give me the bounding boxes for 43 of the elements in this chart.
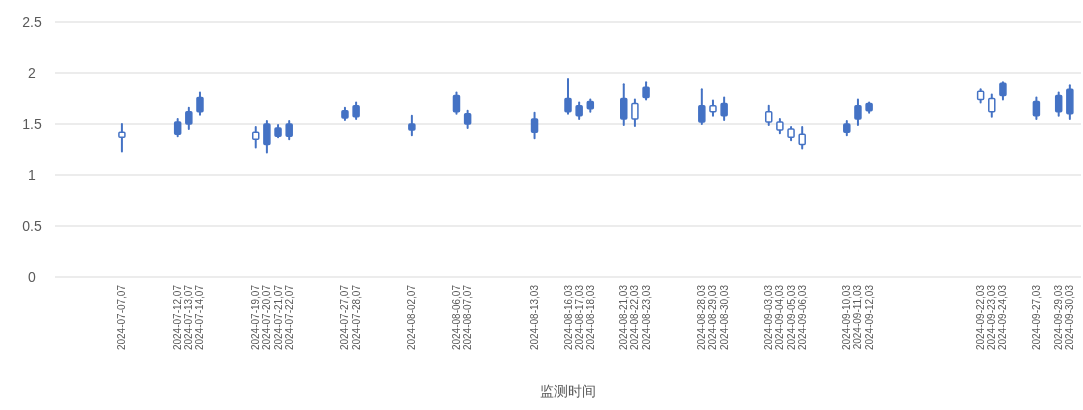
x-tick-label: 2024-07-19,07 [250, 284, 262, 351]
x-tick-label: 2024-09-23,03 [986, 284, 998, 351]
x-tick-label: 2024-08-17,03 [573, 284, 585, 351]
x-tick-label: 2024-09-30,03 [1064, 284, 1076, 351]
x-tick-label: 2024-07-27,07 [339, 284, 351, 351]
x-tick-label: 2024-07-13,07 [183, 284, 195, 351]
x-tick-label: 2024-09-11,03 [852, 284, 864, 350]
x-tick-label: 2024-09-06,03 [796, 284, 808, 351]
x-tick-label: 2024-08-29,03 [707, 284, 719, 351]
x-tick-label: 2024-07-14,07 [194, 284, 206, 351]
y-tick-label: 1.5 [22, 116, 42, 132]
x-tick-label: 2024-07-22,07 [283, 284, 295, 351]
y-tick-label: 0 [28, 269, 37, 285]
x-tick-label: 2024-09-27,03 [1030, 284, 1042, 351]
y-tick-label: 2.5 [22, 14, 42, 30]
x-tick-label: 2024-08-16,03 [562, 284, 574, 351]
x-tick-label: 2024-09-12,03 [863, 284, 875, 351]
x-tick-label: 2024-08-13,03 [529, 284, 541, 351]
y-tick-label: 1 [28, 167, 37, 183]
x-tick-label: 2024-07-12,07 [172, 284, 184, 351]
x-tick-label: 2024-08-22,03 [629, 284, 641, 351]
x-tick-label: 2024-08-07,07 [462, 284, 474, 351]
x-tick-label: 2024-08-23,03 [640, 284, 652, 351]
x-tick-label: 2024-09-05,03 [785, 284, 797, 351]
x-tick-label: 2024-07-20,07 [261, 284, 273, 351]
x-tick-label: 2024-08-21,03 [618, 284, 630, 351]
x-tick-label: 2024-09-03,03 [763, 284, 775, 351]
y-tick-label: 0.5 [22, 218, 42, 234]
x-tick-label: 2024-08-06,07 [450, 284, 462, 351]
x-tick-label: 2024-09-22,03 [975, 284, 987, 351]
x-tick-label: 2024-08-18,03 [584, 284, 596, 351]
x-tick-label: 2024-08-02,07 [406, 284, 418, 351]
x-tick-label: 2024-09-29,03 [1053, 284, 1065, 351]
x-tick-label: 2024-07-21,07 [272, 284, 284, 351]
x-tick-label: 2024-09-10,03 [841, 284, 853, 351]
x-tick-label: 2024-08-30,03 [718, 284, 730, 351]
x-tick-label: 2024-08-28,03 [696, 284, 708, 351]
y-tick-label: 2 [28, 65, 37, 81]
x-tick-label: 2024-07-07,07 [116, 284, 128, 351]
x-tick-label: 2024-07-28,07 [350, 284, 362, 351]
x-tick-label: 2024-09-04,03 [774, 284, 786, 351]
x-tick-label: 2024-09-24,03 [997, 284, 1009, 351]
x-axis-title: 监测时间 [540, 383, 596, 399]
